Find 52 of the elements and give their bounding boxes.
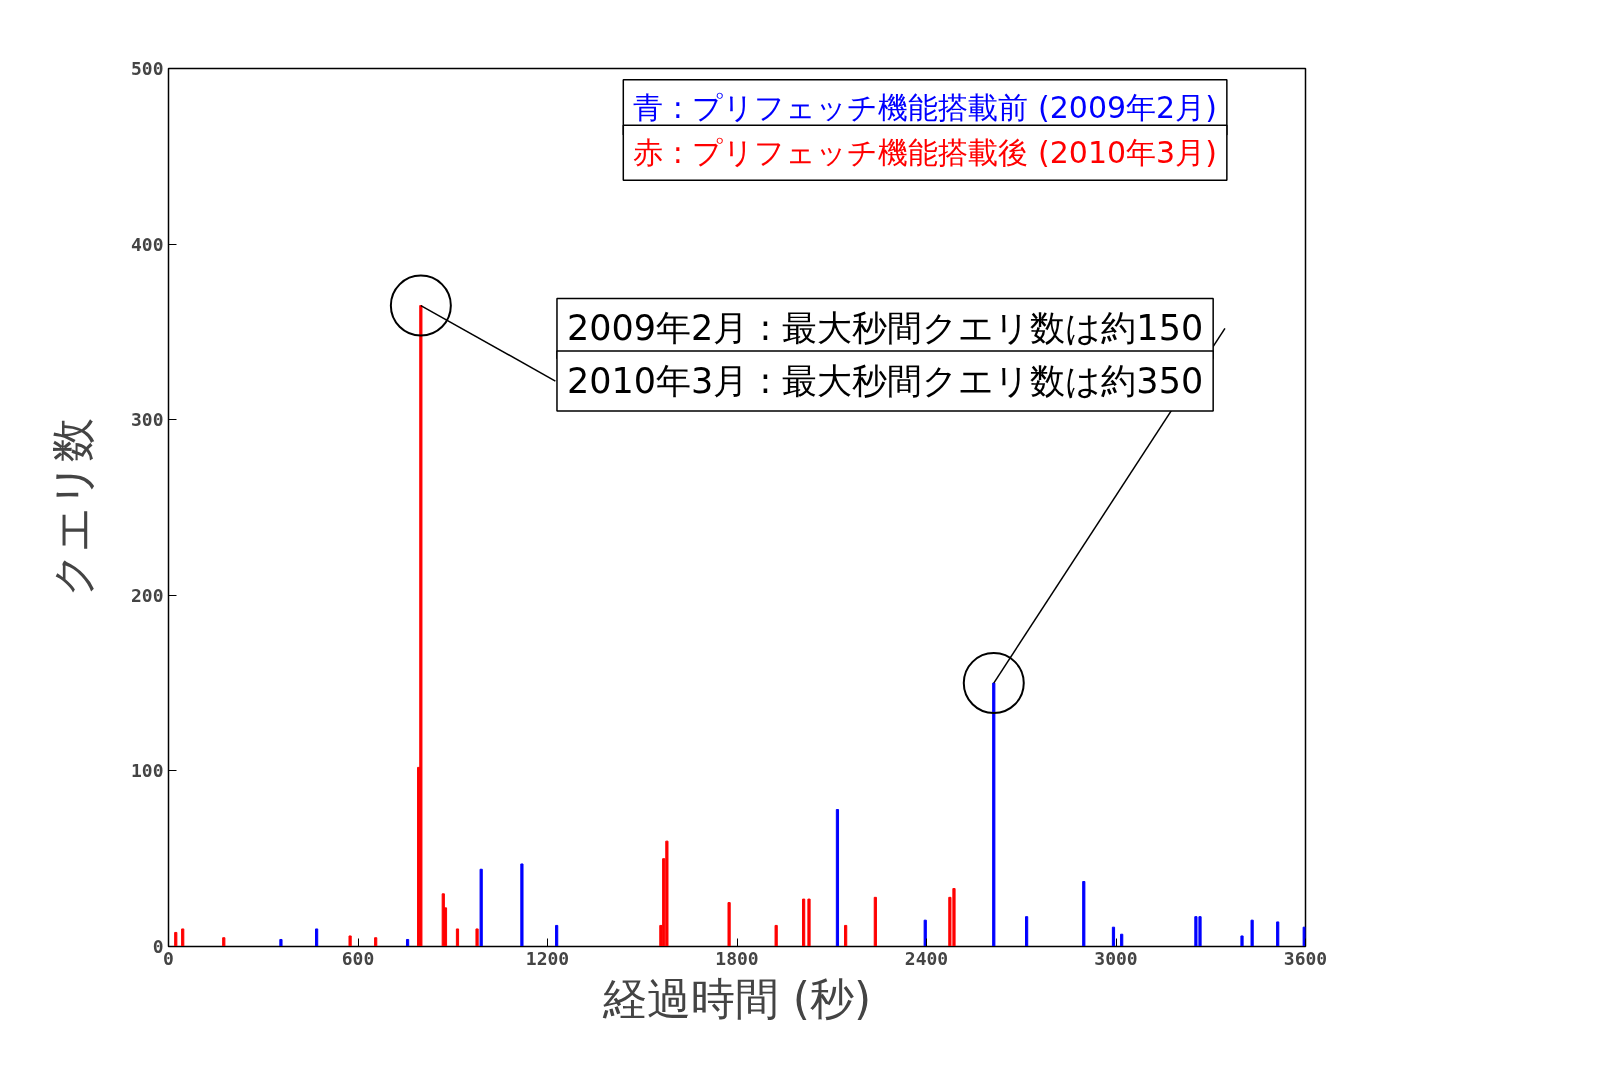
bar xyxy=(727,902,731,947)
bar xyxy=(348,935,352,947)
bar xyxy=(1194,916,1198,947)
bar xyxy=(992,682,996,947)
bar xyxy=(520,863,524,947)
bar xyxy=(1250,919,1254,947)
bar xyxy=(1302,926,1306,947)
bar xyxy=(374,937,378,947)
bar xyxy=(419,305,423,947)
text: 赤 : プリフェッチ機能搭載後 (2010年3月) xyxy=(633,135,1217,171)
bar xyxy=(952,888,956,947)
y-tick-label: 300 xyxy=(130,409,164,431)
bar xyxy=(873,896,877,947)
bar xyxy=(1025,916,1029,947)
bar xyxy=(844,924,848,947)
bar xyxy=(315,928,319,947)
x-tick-label: 2400 xyxy=(904,947,949,969)
x-tick-label: 1800 xyxy=(715,947,759,969)
bar xyxy=(405,938,410,947)
y-tick-label: 200 xyxy=(130,584,164,606)
bar xyxy=(665,840,669,947)
bar xyxy=(1276,921,1280,947)
bar xyxy=(174,931,178,947)
x-tick-label: 1200 xyxy=(525,947,570,969)
bar xyxy=(479,868,483,947)
bar xyxy=(222,937,226,947)
bar xyxy=(1111,926,1116,947)
bar xyxy=(923,919,927,947)
bar xyxy=(475,928,479,947)
x-axis-title: 経過時間 (秒) xyxy=(601,972,872,1024)
bar xyxy=(181,928,185,947)
bar xyxy=(455,928,460,947)
y-tick-label: 100 xyxy=(130,760,164,782)
x-tick-label: 3600 xyxy=(1283,947,1328,969)
bar xyxy=(555,924,559,947)
x-tick-label: 3000 xyxy=(1094,947,1138,969)
bar xyxy=(835,809,840,947)
bar xyxy=(807,898,811,947)
text: 青 : プリフェッチ機能搭載前 (2009年2月) xyxy=(633,89,1217,125)
y-tick-label: 500 xyxy=(130,58,164,79)
bar xyxy=(1120,933,1124,947)
bar xyxy=(1198,916,1202,947)
x-tick-label: 600 xyxy=(341,947,375,969)
bar xyxy=(279,938,283,947)
bar xyxy=(802,898,806,947)
bar xyxy=(774,924,778,947)
bar xyxy=(1240,935,1244,947)
y-tick-label: 400 xyxy=(130,233,164,255)
bar xyxy=(1082,881,1086,947)
annotation: 2009年2月 : 最大秒間クエリ数は約150 xyxy=(566,308,1204,349)
annotation: 2010年3月 : 最大秒間クエリ数は約350 xyxy=(566,361,1204,402)
y-axis-title: クエリ数 xyxy=(46,418,98,597)
